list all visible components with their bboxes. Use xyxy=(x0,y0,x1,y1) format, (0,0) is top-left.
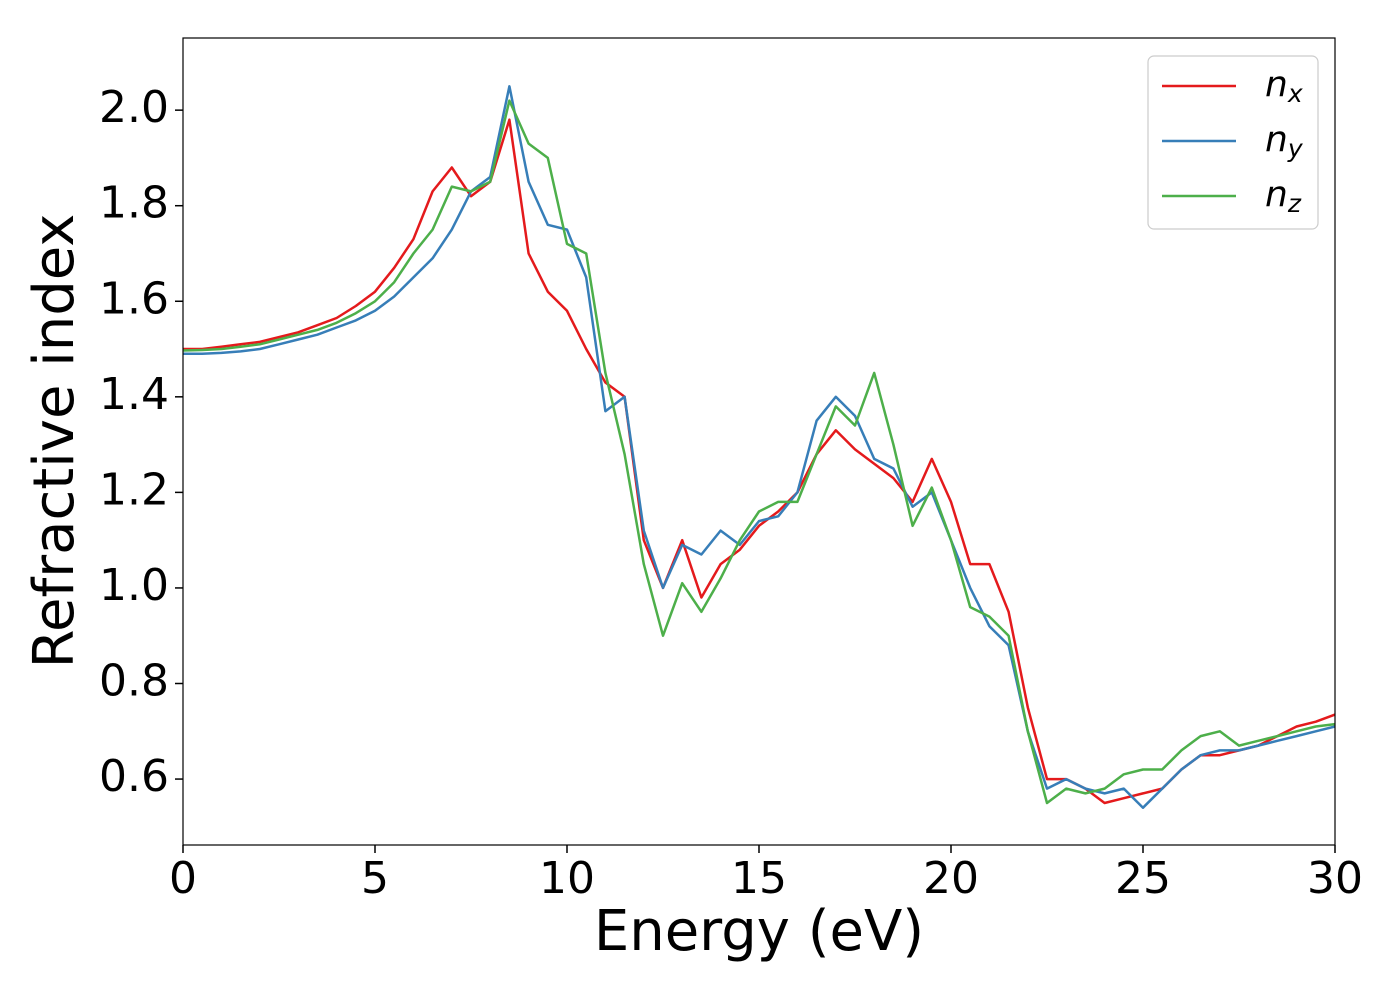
legend-label: ny xyxy=(1265,119,1304,163)
y-tick-label: 1.6 xyxy=(99,273,169,324)
x-tick-label: 15 xyxy=(731,853,787,904)
x-tick-label: 20 xyxy=(923,853,979,904)
y-tick-label: 1.2 xyxy=(99,464,169,515)
x-tick-label: 0 xyxy=(169,853,197,904)
x-tick-label: 30 xyxy=(1307,853,1363,904)
x-axis-label: Energy (eV) xyxy=(594,899,924,964)
series-line xyxy=(183,85,1336,809)
y-axis-label: Refractive index xyxy=(22,214,87,669)
y-tick-label: 2.0 xyxy=(99,82,169,133)
series-line xyxy=(182,99,1336,805)
y-tick-label: 0.8 xyxy=(99,656,169,707)
x-tick-label: 5 xyxy=(361,853,389,904)
legend-label: nx xyxy=(1265,64,1303,108)
x-tick-label: 10 xyxy=(539,853,595,904)
plot-frame xyxy=(182,37,1336,846)
y-tick-label: 1.0 xyxy=(99,560,169,611)
y-tick-label: 1.8 xyxy=(99,178,169,229)
x-tick-label: 25 xyxy=(1115,853,1171,904)
series-line xyxy=(183,118,1336,805)
y-tick-label: 0.6 xyxy=(99,751,169,802)
legend-box xyxy=(1147,55,1319,230)
legend-label: nz xyxy=(1265,174,1302,218)
y-tick-label: 1.4 xyxy=(99,369,169,420)
